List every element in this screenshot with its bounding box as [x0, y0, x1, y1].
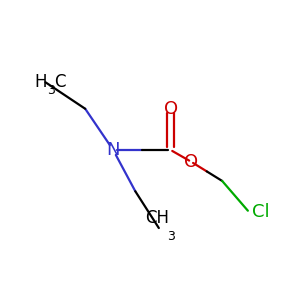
Text: 3: 3	[47, 84, 55, 97]
Text: O: O	[184, 153, 198, 171]
Text: N: N	[106, 141, 120, 159]
Text: C: C	[54, 73, 66, 91]
Text: Cl: Cl	[252, 203, 269, 221]
Text: 3: 3	[167, 230, 175, 243]
Text: CH: CH	[146, 208, 170, 226]
Text: O: O	[164, 100, 178, 118]
Text: H: H	[34, 73, 47, 91]
